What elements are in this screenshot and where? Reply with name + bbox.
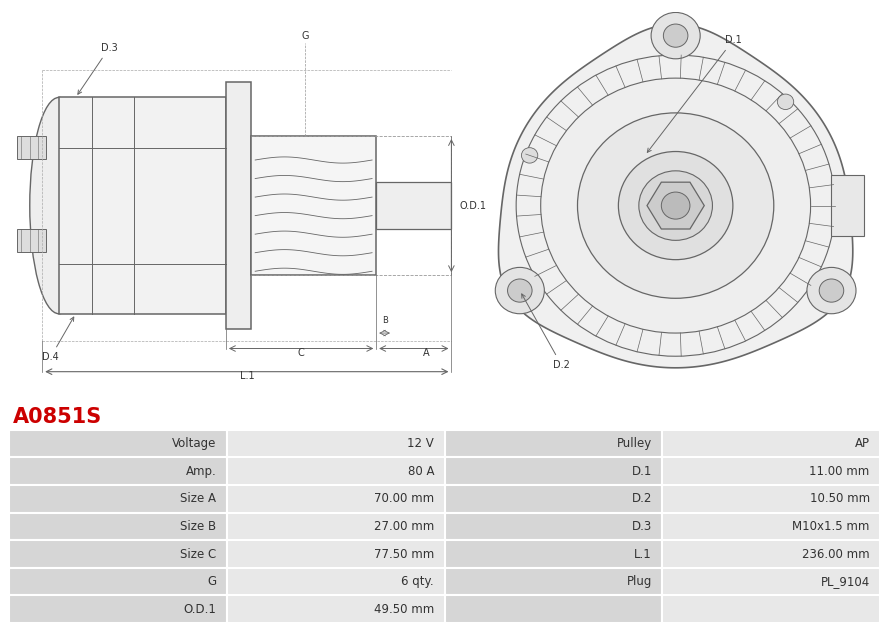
Text: D.3: D.3 <box>631 520 652 533</box>
Bar <box>9 513 227 540</box>
Circle shape <box>661 192 690 219</box>
Text: 6 qty.: 6 qty. <box>402 575 434 588</box>
Text: G: G <box>301 32 309 42</box>
Bar <box>227 430 444 457</box>
Bar <box>831 174 864 237</box>
Text: 11.00 mm: 11.00 mm <box>809 465 869 478</box>
Bar <box>227 513 444 540</box>
Bar <box>444 568 662 596</box>
Bar <box>9 485 227 513</box>
Text: AP: AP <box>854 437 869 450</box>
Bar <box>662 457 880 485</box>
Bar <box>444 430 662 457</box>
Text: Size B: Size B <box>180 520 216 533</box>
Text: 80 A: 80 A <box>407 465 434 478</box>
Bar <box>9 540 227 568</box>
Circle shape <box>651 12 701 59</box>
Circle shape <box>619 151 733 260</box>
Bar <box>662 596 880 623</box>
Text: 49.50 mm: 49.50 mm <box>373 602 434 616</box>
Bar <box>227 568 444 596</box>
Bar <box>444 596 662 623</box>
Text: C: C <box>298 348 304 358</box>
Text: Pulley: Pulley <box>617 437 652 450</box>
Text: B: B <box>381 316 388 325</box>
Text: O.D.1: O.D.1 <box>183 602 216 616</box>
Bar <box>444 513 662 540</box>
Bar <box>227 485 444 513</box>
Text: D.1: D.1 <box>647 36 741 153</box>
Text: 70.00 mm: 70.00 mm <box>374 492 434 505</box>
Text: 27.00 mm: 27.00 mm <box>373 520 434 533</box>
Text: L.1: L.1 <box>239 371 254 381</box>
Text: G: G <box>207 575 216 588</box>
Bar <box>376 183 452 229</box>
Circle shape <box>819 279 844 302</box>
Circle shape <box>508 279 533 302</box>
Bar <box>662 485 880 513</box>
Bar <box>17 136 46 159</box>
Bar <box>59 97 226 314</box>
Bar <box>9 457 227 485</box>
Text: A0851S: A0851S <box>13 407 102 427</box>
Circle shape <box>541 78 811 333</box>
Bar <box>444 540 662 568</box>
Bar <box>662 540 880 568</box>
Text: Size A: Size A <box>180 492 216 505</box>
Bar <box>9 596 227 623</box>
Text: Voltage: Voltage <box>172 437 216 450</box>
Text: D.3: D.3 <box>78 43 117 94</box>
Text: O.D.1: O.D.1 <box>460 201 487 211</box>
Bar <box>444 485 662 513</box>
Bar <box>444 457 662 485</box>
Text: Plug: Plug <box>627 575 652 588</box>
Text: D.1: D.1 <box>631 465 652 478</box>
Text: A: A <box>423 348 429 358</box>
Text: L.1: L.1 <box>634 548 652 561</box>
Bar <box>227 457 444 485</box>
Text: D.2: D.2 <box>522 294 570 370</box>
Circle shape <box>807 267 856 314</box>
Bar <box>662 513 880 540</box>
Bar <box>17 229 46 252</box>
Text: 77.50 mm: 77.50 mm <box>373 548 434 561</box>
Text: Amp.: Amp. <box>186 465 216 478</box>
Circle shape <box>495 267 544 314</box>
Circle shape <box>578 113 773 298</box>
Circle shape <box>777 94 794 110</box>
Bar <box>227 540 444 568</box>
Circle shape <box>522 148 538 163</box>
Text: 12 V: 12 V <box>407 437 434 450</box>
Text: D.4: D.4 <box>43 317 74 362</box>
Bar <box>662 568 880 596</box>
Text: M10x1.5 mm: M10x1.5 mm <box>792 520 869 533</box>
Text: D.2: D.2 <box>631 492 652 505</box>
Polygon shape <box>499 24 853 368</box>
Bar <box>226 82 251 329</box>
Bar <box>662 430 880 457</box>
Bar <box>251 136 376 275</box>
Circle shape <box>663 24 688 47</box>
Text: 10.50 mm: 10.50 mm <box>810 492 869 505</box>
Circle shape <box>639 171 712 240</box>
Text: PL_9104: PL_9104 <box>821 575 869 588</box>
Text: 236.00 mm: 236.00 mm <box>802 548 869 561</box>
Text: Size C: Size C <box>180 548 216 561</box>
Bar <box>227 596 444 623</box>
Bar <box>9 430 227 457</box>
Ellipse shape <box>29 97 88 314</box>
Bar <box>9 568 227 596</box>
